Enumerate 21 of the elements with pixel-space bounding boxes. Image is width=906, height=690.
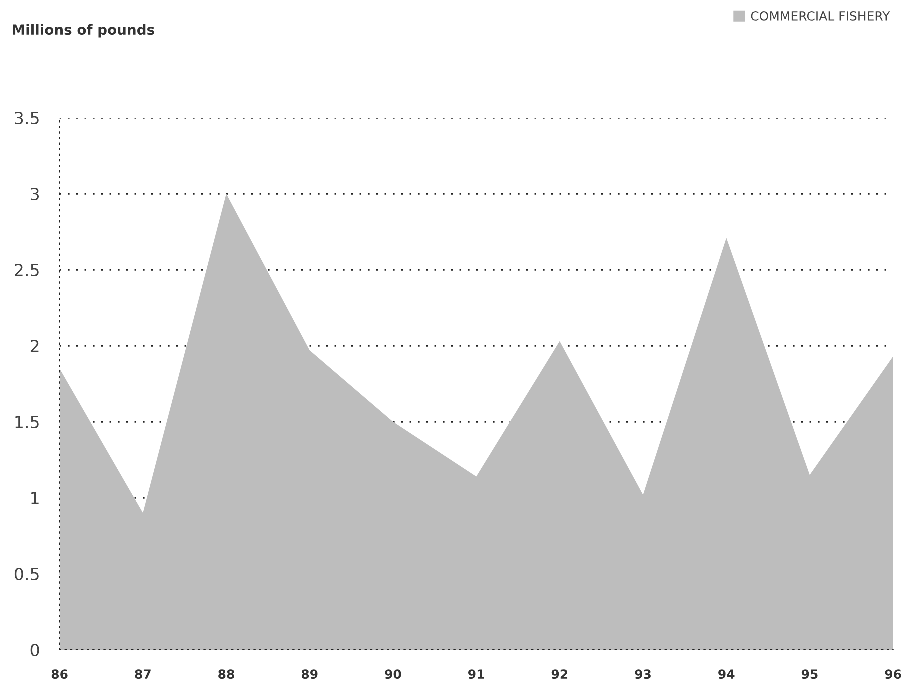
legend-label: COMMERCIAL FISHERY xyxy=(751,11,890,21)
x-tick-label: 94 xyxy=(718,670,735,680)
x-tick-label: 93 xyxy=(635,670,651,680)
x-tick-label: 90 xyxy=(385,670,402,680)
y-tick-label: 3.5 xyxy=(15,112,39,125)
y-tick-label: 0 xyxy=(30,644,40,657)
y-tick-label: 1.5 xyxy=(16,416,39,429)
y-tick-label: 0.5 xyxy=(14,568,39,581)
text: Millions of pounds xyxy=(13,24,154,38)
y-tick-label: 2.5 xyxy=(15,264,39,277)
x-tick-label: 87 xyxy=(135,670,151,680)
y-tick-label: 1 xyxy=(32,492,39,504)
x-tick-label: 89 xyxy=(302,670,318,680)
x-tick-label: 95 xyxy=(802,670,818,680)
x-tick-label: 96 xyxy=(885,670,902,680)
x-tick-label: 91 xyxy=(468,670,484,680)
y-tick-label: 3 xyxy=(31,188,40,201)
y-tick-label: 2 xyxy=(30,340,39,352)
x-tick-label: 92 xyxy=(552,670,568,680)
x-tick-label: 88 xyxy=(218,670,234,680)
x-tick-label: 86 xyxy=(52,670,68,680)
